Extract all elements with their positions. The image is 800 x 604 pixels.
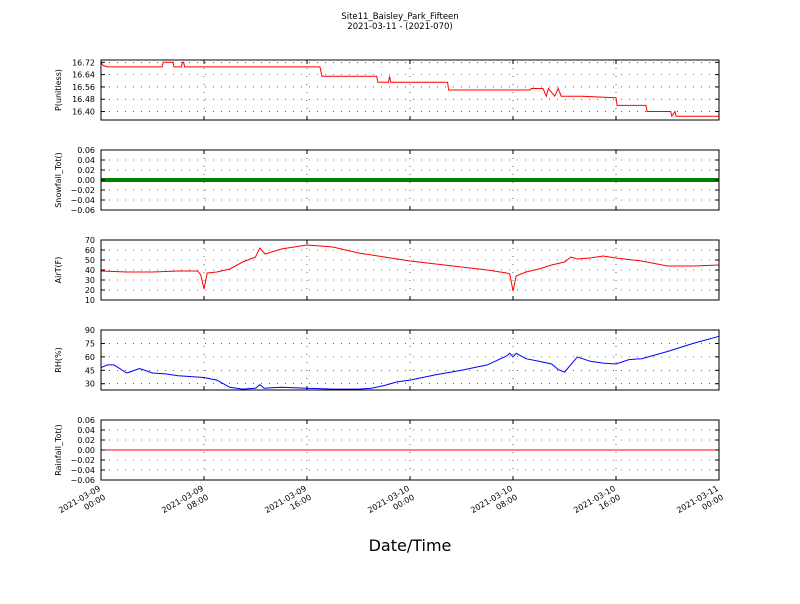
y-tick-label: −0.06 [70, 476, 95, 485]
x-tick-labels: 2021-03-0900:00 2021-03-0908:00 2021-03-09… [57, 484, 725, 524]
y-tick-label: 0.06 [77, 146, 95, 155]
y-tick-label: 60 [85, 353, 95, 362]
subplot-0: 16.40 16.48 16.56 16.64 16.72 P(unitless) [54, 58, 720, 121]
y-tick-label: 50 [85, 256, 95, 265]
subplot-1: −0.06−0.04−0.020.000.020.040.06 Snowfall_… [54, 146, 720, 215]
y-tick-label: 0.04 [77, 426, 95, 435]
x-tick-label: 2021-03-1100:00 [675, 484, 725, 524]
y-tick-label: 16.72 [72, 58, 95, 67]
y-tick-label: −0.02 [70, 186, 95, 195]
y-tick-label: 70 [85, 236, 95, 245]
chart-title-line1: Site11_Baisley_Park_Fifteen [341, 12, 458, 22]
y-tick-label: 10 [85, 296, 95, 305]
subplot-3: 30 45 60 75 90 RH(%) [54, 326, 720, 391]
y-tick-label: 16.40 [72, 108, 95, 117]
y-tick-label: 45 [85, 366, 95, 375]
y-tick-label: 75 [85, 339, 95, 348]
x-tick-label: 2021-03-1016:00 [572, 484, 622, 524]
subplot-panels: 16.40 16.48 16.56 16.64 16.72 P(unitless) −0.0… [54, 58, 720, 485]
y-tick-label: 16.56 [72, 83, 95, 92]
y-tick-label: 0.02 [77, 436, 95, 445]
y-tick-label: 16.48 [72, 95, 95, 104]
series-line [100, 244, 720, 292]
y-tick-label: 0.04 [77, 156, 95, 165]
y-tick-label: −0.04 [70, 466, 95, 475]
y-tick-label: 20 [85, 286, 95, 295]
x-tick-label: 2021-03-1000:00 [366, 484, 416, 524]
x-axis-label: Date/Time [369, 536, 452, 555]
y-tick-label: 60 [85, 246, 95, 255]
y-tick-label: 30 [85, 276, 95, 285]
y-tick-label: 16.64 [72, 71, 95, 80]
subplot-4: −0.06−0.04−0.020.000.020.040.06 Rainfall_… [54, 416, 720, 485]
y-tick-label: 0.00 [77, 176, 95, 185]
series-line [100, 61, 719, 118]
y-axis-label: AirT(F) [54, 257, 63, 284]
y-tick-label: 30 [85, 380, 95, 389]
y-axis-label: Snowfall_Tot() [54, 152, 63, 208]
y-tick-label: −0.06 [70, 206, 95, 215]
x-tick-label: 2021-03-1008:00 [469, 484, 519, 524]
x-tick-label: 2021-03-0916:00 [263, 484, 313, 524]
y-axis-label: RH(%) [54, 347, 63, 372]
y-tick-label: 40 [85, 266, 95, 275]
series-line [100, 335, 720, 390]
x-tick-label: 2021-03-0908:00 [160, 484, 210, 524]
chart-title-line2: 2021-03-11 - (2021-070) [347, 22, 452, 32]
y-tick-label: 0.06 [77, 416, 95, 425]
y-tick-label: −0.04 [70, 196, 95, 205]
x-tick-label: 2021-03-0900:00 [57, 484, 107, 524]
y-axis-label: Rainfall_Tot() [54, 424, 63, 476]
y-tick-label: 0.02 [77, 166, 95, 175]
y-axis-label: P(unitless) [54, 69, 63, 111]
y-tick-label: −0.02 [70, 456, 95, 465]
y-tick-label: 90 [85, 326, 95, 335]
y-tick-label: 0.00 [77, 446, 95, 455]
